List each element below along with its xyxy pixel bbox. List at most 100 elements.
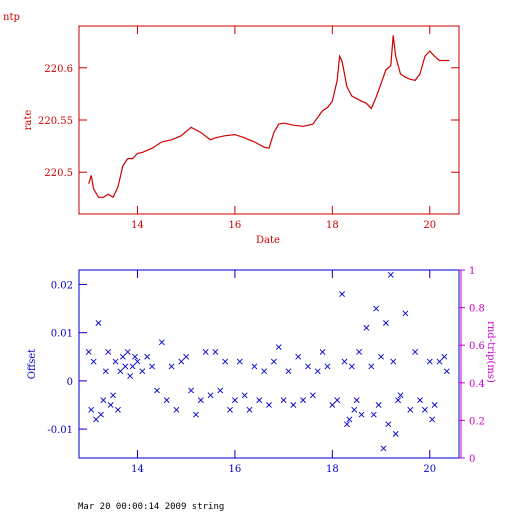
offset-point: [275, 344, 282, 351]
offset-point: [370, 411, 377, 418]
bottom-x-tick-label: 14: [131, 464, 144, 475]
top-y-tick-label: 220.55: [38, 116, 73, 127]
offset-point: [373, 305, 380, 312]
offset-point: [441, 353, 448, 360]
offset-point: [139, 368, 146, 375]
offset-point: [98, 411, 104, 418]
offset-point: [380, 445, 387, 452]
offset-point: [158, 339, 165, 346]
top-y-axis: 220.5 220.55 220.6: [38, 64, 459, 179]
offset-point: [339, 291, 345, 298]
bottom-y-axis: -0.01 0 0.01 0.02: [47, 280, 87, 436]
offset-point: [222, 358, 229, 365]
offset-point: [305, 363, 311, 370]
bottom-y-tick-label: 0.01: [51, 329, 73, 340]
offset-point: [207, 392, 214, 399]
bottom-y-axis-label: Offset: [27, 349, 38, 379]
offset-point: [144, 353, 151, 360]
offset-point: [402, 310, 409, 317]
offset-point: [392, 430, 399, 437]
offset-point: [356, 349, 363, 355]
offset-point: [231, 397, 238, 404]
offset-point: [188, 387, 194, 394]
offset-point: [436, 358, 443, 365]
bottom-x-tick-label: 18: [326, 464, 339, 475]
offset-point: [429, 416, 436, 423]
offset-point: [375, 402, 382, 408]
offset-point: [290, 402, 297, 408]
bottom-x-axis: 14 16 18 20: [131, 270, 436, 475]
offset-point: [227, 406, 233, 413]
bottom-y2-tick-label: 0.2: [469, 416, 485, 427]
bottom-y2-axis-label: rnd-trip(ms): [485, 321, 496, 383]
offset-point: [90, 358, 97, 365]
offset-point: [149, 363, 155, 370]
bottom-y2-tick-label: 0.6: [469, 341, 485, 352]
offset-point: [378, 353, 384, 360]
offset-point: [93, 416, 99, 423]
top-x-tick-label: 18: [326, 220, 339, 231]
offset-point: [100, 397, 107, 404]
offset-point: [241, 392, 248, 399]
offset-point: [368, 363, 375, 370]
offset-point: [363, 324, 370, 331]
rate-series-line: [88, 35, 450, 199]
top-x-axis-label: Date: [256, 235, 280, 246]
offset-point: [346, 416, 353, 423]
offset-point: [127, 373, 134, 379]
offset-point: [270, 358, 277, 365]
offset-point: [246, 406, 253, 413]
offset-point: [115, 406, 121, 413]
offset-point: [134, 358, 141, 365]
offset-point: [443, 368, 450, 375]
offset-point: [300, 397, 307, 404]
bottom-y2-axis: 0 0.2 0.4 0.6 0.8 1: [459, 266, 485, 465]
offset-point: [85, 349, 92, 355]
bottom-y2-tick-label: 1: [469, 266, 475, 277]
offset-point: [309, 392, 316, 399]
offset-point: [412, 349, 419, 355]
offset-point: [397, 392, 404, 399]
offset-point: [95, 320, 102, 326]
bottom-y-tick-label: -0.01: [47, 425, 73, 436]
bottom-plot-frame: [78, 269, 460, 459]
offset-point: [178, 358, 185, 365]
bottom-x-tick-label: 20: [423, 464, 436, 475]
offset-point: [102, 368, 109, 375]
offset-point: [261, 368, 268, 375]
offset-point: [431, 402, 438, 408]
offset-point: [251, 363, 258, 370]
offset-point: [334, 397, 341, 404]
top-x-tick-label: 20: [423, 220, 436, 231]
offset-point: [387, 271, 394, 278]
chart-title: ntp: [3, 12, 20, 23]
offset-point: [107, 402, 114, 408]
bottom-y2-tick-label: 0.8: [469, 304, 485, 315]
offset-point: [266, 402, 272, 408]
offset-point: [395, 397, 402, 404]
offset-point: [344, 421, 350, 428]
top-plot-frame: [78, 25, 460, 215]
bottom-y-tick-label: 0: [67, 377, 73, 388]
timestamp-footer: Mar 20 00:00:14 2009 string: [78, 502, 224, 512]
offset-point: [88, 406, 95, 413]
top-x-axis: 14 16 18 20: [131, 26, 436, 231]
offset-point: [314, 368, 321, 375]
offset-point: [358, 411, 365, 418]
top-x-tick-label: 14: [131, 220, 144, 231]
offset-point: [236, 358, 243, 365]
offset-point: [163, 397, 170, 404]
offset-point: [168, 363, 175, 370]
offset-point: [351, 406, 358, 413]
offset-point: [202, 349, 209, 355]
offset-point: [217, 387, 224, 394]
offset-point: [295, 353, 302, 360]
offset-point: [341, 358, 348, 365]
offset-point: [319, 349, 326, 355]
top-y-tick-label: 220.6: [44, 64, 73, 75]
offset-point: [117, 368, 124, 375]
bottom-y2-tick-label: 0.4: [469, 379, 485, 390]
bottom-y-tick-label: 0.02: [51, 280, 73, 291]
offset-point: [383, 320, 389, 326]
